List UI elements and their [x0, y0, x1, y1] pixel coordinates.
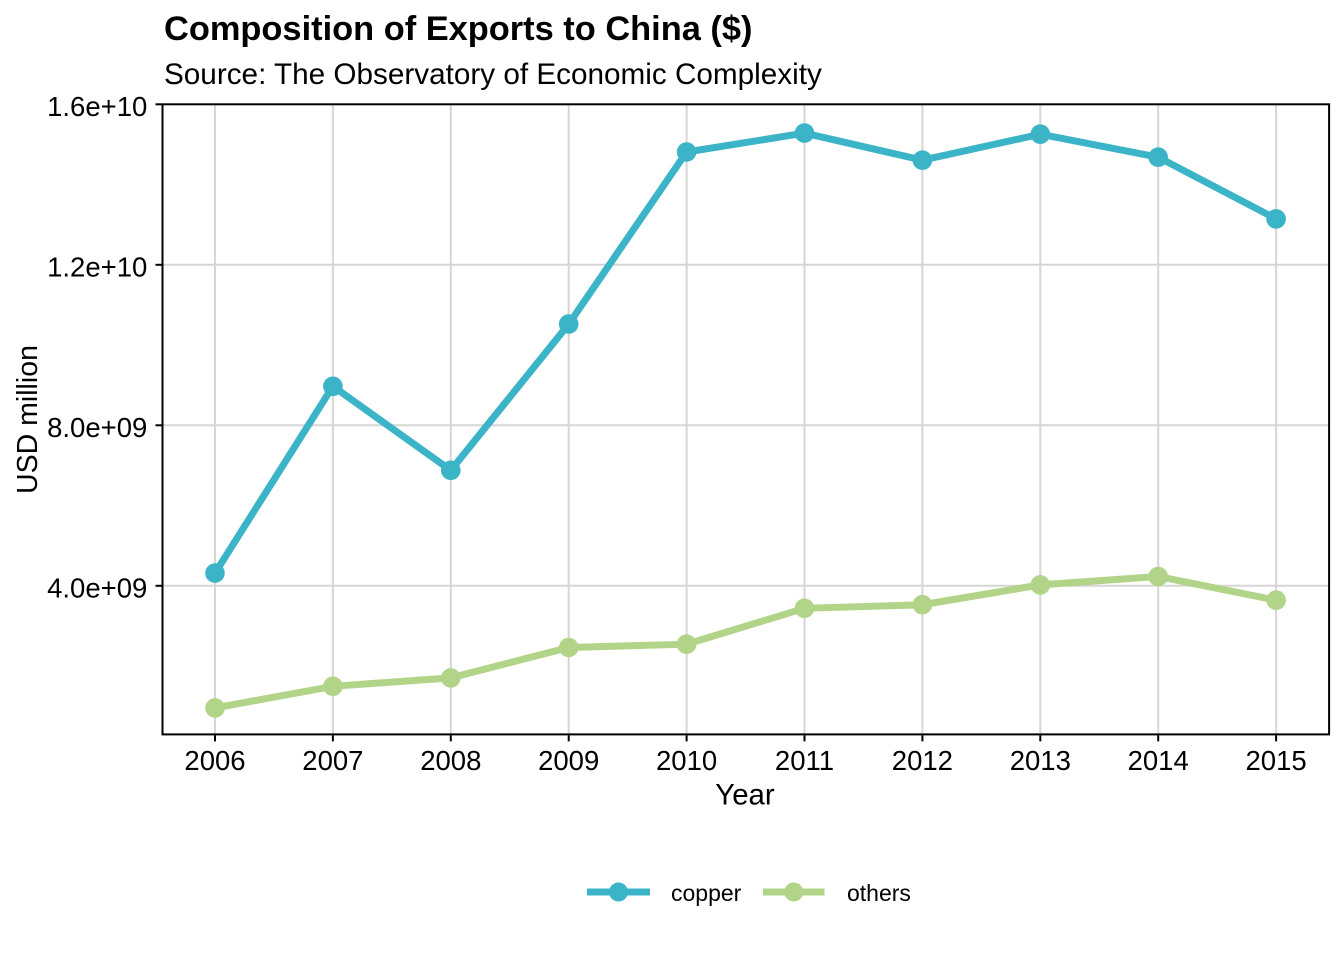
svg-text:2015: 2015: [1246, 745, 1307, 776]
svg-text:2012: 2012: [892, 745, 953, 776]
svg-text:8.0e+09: 8.0e+09: [47, 412, 147, 443]
svg-text:2013: 2013: [1010, 745, 1071, 776]
svg-text:Year: Year: [715, 778, 775, 811]
svg-text:2011: 2011: [775, 745, 834, 776]
svg-text:1.6e+10: 1.6e+10: [47, 91, 147, 122]
svg-text:Source: The Observatory of Eco: Source: The Observatory of Economic Comp…: [164, 58, 822, 91]
svg-text:Composition of Exports to Chin: Composition of Exports to China ($): [164, 10, 752, 48]
svg-text:2006: 2006: [184, 745, 245, 776]
svg-text:2008: 2008: [420, 745, 481, 776]
svg-text:2014: 2014: [1128, 745, 1189, 776]
svg-text:2010: 2010: [656, 745, 717, 776]
svg-text:2009: 2009: [538, 745, 599, 776]
svg-text:4.0e+09: 4.0e+09: [47, 573, 147, 604]
svg-text:copper: copper: [671, 880, 742, 906]
svg-text:1.2e+10: 1.2e+10: [47, 252, 147, 283]
svg-text:others: others: [847, 880, 911, 906]
svg-text:USD million: USD million: [12, 345, 44, 494]
svg-text:2007: 2007: [302, 745, 363, 776]
